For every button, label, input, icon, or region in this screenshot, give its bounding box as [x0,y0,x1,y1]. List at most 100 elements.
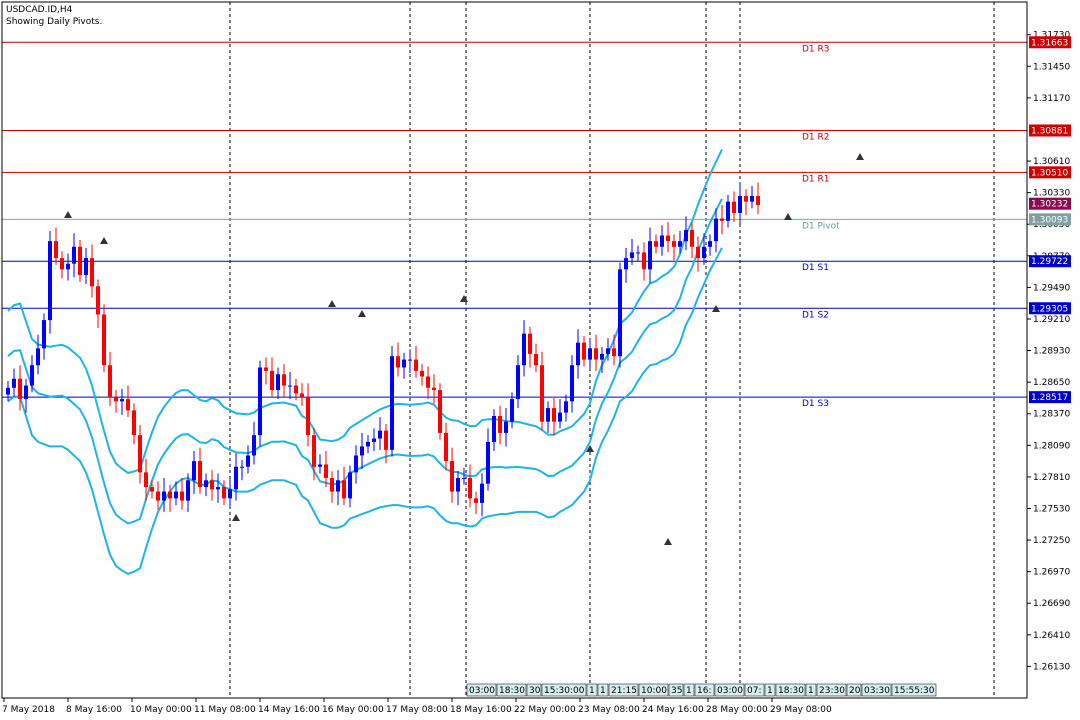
time-tag-text: 21:15 [611,686,637,696]
y-tick-label: 1.30610 [1033,157,1070,167]
candle-body [306,396,310,436]
candle-body [156,491,160,501]
candle-body [222,487,226,499]
candle-body [168,491,172,499]
pivot-price-text: 1.31663 [1031,38,1068,48]
candle-body [630,252,634,259]
candle-body [468,478,472,499]
candle-body [600,353,604,360]
time-tag-text: 30 [529,686,541,696]
candle-body [126,399,130,411]
candle-body [594,348,598,360]
candle-body [210,480,214,490]
time-tag-text: 03:00 [469,686,495,696]
candle-body [504,421,508,433]
x-tick-label: 10 May 00:00 [130,705,192,715]
fractal-markers [64,153,864,545]
candle-body [54,241,58,259]
candle-body [606,348,610,354]
pivot-price-text: 1.29722 [1031,257,1068,267]
x-tick-label: 23 May 08:00 [578,705,640,715]
candle-body [198,461,202,488]
time-tag-box [608,683,639,697]
candle-body [564,401,568,413]
time-tag-text: 03:00 [717,686,743,696]
candle-body [282,374,286,386]
candle-body [174,491,178,499]
candle-body [390,356,394,450]
time-tag-box [861,683,892,697]
y-tick-label: 1.31450 [1033,62,1070,72]
pivot-price-text: 1.30881 [1031,126,1068,136]
x-tick-label: 17 May 08:00 [386,705,448,715]
candle-body [648,241,652,270]
candle-body [516,365,520,400]
candle-body [270,370,274,391]
candle-body [216,487,220,490]
time-tag-box [496,683,527,697]
candle-body [456,478,460,492]
candle-body [672,241,676,247]
candle-body [702,246,706,259]
fractal-arrow [712,305,720,312]
pivot-price-box [1029,255,1071,268]
candle-body [30,365,34,386]
time-tag-box [466,683,497,697]
candle-body [78,246,82,275]
candle-body [444,432,448,462]
candle-body [750,196,754,202]
time-tag-box [816,683,847,697]
candle-body [36,348,40,366]
candle-body [348,472,352,499]
candle-body [576,342,580,366]
candle-body [732,201,736,213]
pivot-label: D1 S3 [802,399,829,409]
candle-body [318,464,322,467]
candle-body [678,241,682,247]
time-tag-text: 1 [686,686,692,696]
x-tick-label: 7 May 2018 [2,705,55,715]
time-tag-text: 03:30 [864,686,890,696]
candle-body [420,370,424,377]
time-tag-box [541,683,587,697]
candle-body [588,348,592,360]
candle-body [636,252,640,254]
time-tag-box [638,683,669,697]
candle-body [624,258,628,270]
candle-body [204,480,208,488]
candle-body [690,229,694,247]
candle-body [492,415,496,442]
candle-body [666,235,670,242]
y-tick-label: 1.26970 [1033,568,1070,578]
candle-body [336,480,340,492]
candle-body [618,269,622,357]
candle-body [402,359,406,368]
bollinger-bands [7,148,723,575]
y-tick-label: 1.31730 [1033,31,1070,41]
time-tag-text: 16: [697,686,711,696]
candle-body [84,258,88,275]
plot-frame [1,1,1028,699]
price-axis[interactable]: 1.31730 1.31450 1.31170 1.30610 1.30330 1.300… [1027,31,1071,673]
candle-body [480,483,484,503]
candle-body [48,241,52,321]
pivot-price-box [1029,213,1071,226]
candle-body [582,342,586,360]
candle-body [756,196,760,206]
time-axis[interactable]: 7 May 2018 8 May 16:00 10 May 00:00 11 May … [2,698,832,715]
candle-body [138,435,142,473]
time-tag-text: 15:30:00 [544,686,585,696]
time-tag-box [891,683,937,697]
candle-body [24,385,28,400]
candle-body [228,489,232,499]
candle-body [438,390,442,433]
pivot-label: D1 R1 [802,174,830,184]
time-tag-text: 35 [671,686,682,696]
fractal-arrow [784,213,792,220]
time-tag-text: 1 [767,686,773,696]
candle-body [570,365,574,402]
candle-body [396,356,400,368]
pivot-price-text: 1.29305 [1031,304,1068,314]
